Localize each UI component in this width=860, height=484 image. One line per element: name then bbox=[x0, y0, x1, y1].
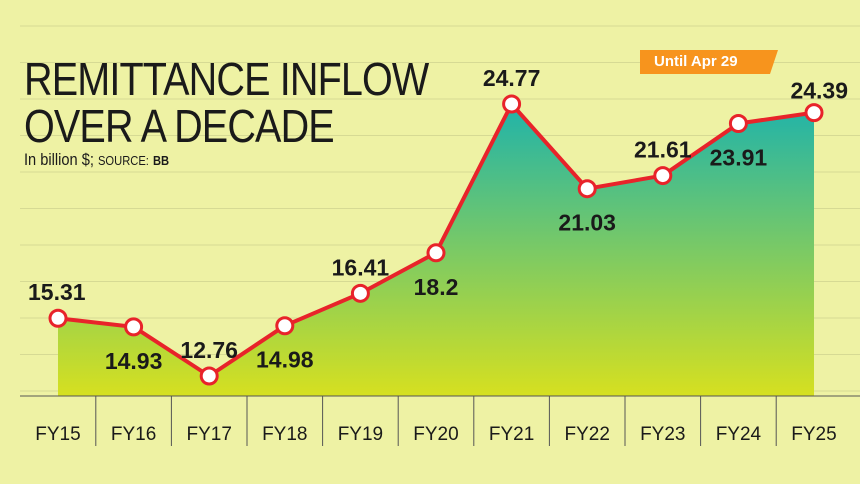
data-point bbox=[577, 179, 597, 199]
data-point bbox=[350, 283, 370, 303]
data-point bbox=[124, 317, 144, 337]
data-label: 15.31 bbox=[28, 279, 86, 305]
chart-title-line2: OVER A DECADE bbox=[24, 100, 335, 152]
data-labels: 15.31 14.93 12.76 14.98 16.41 18.2 24.77 21.03 2… bbox=[28, 65, 848, 374]
x-tick-label: FY19 bbox=[338, 424, 383, 445]
x-tick-label: FY24 bbox=[716, 424, 762, 445]
x-ticks bbox=[95, 396, 777, 446]
annotation-text: Until Apr 29 bbox=[654, 53, 738, 70]
unit-text: In billion $; bbox=[24, 150, 94, 169]
data-point bbox=[653, 166, 673, 186]
x-tick-label: FY20 bbox=[413, 424, 458, 445]
x-tick-label: FY25 bbox=[791, 424, 836, 445]
data-point bbox=[804, 103, 824, 123]
x-tick-label: FY16 bbox=[111, 424, 156, 445]
x-tick-label: FY23 bbox=[640, 424, 685, 445]
data-label: 14.93 bbox=[105, 348, 163, 374]
x-tick-labels: FY15 FY16 FY17 FY18 FY19 FY20 FY21 FY22 FY23 FY24… bbox=[35, 424, 836, 445]
data-label: 18.2 bbox=[414, 274, 459, 300]
data-label: 24.39 bbox=[790, 78, 848, 104]
data-point bbox=[426, 243, 446, 263]
data-label: 24.77 bbox=[483, 65, 541, 91]
data-label: 21.61 bbox=[634, 137, 692, 163]
x-tick-label: FY17 bbox=[186, 424, 231, 445]
source-label: SOURCE: bbox=[97, 153, 149, 168]
data-label: 21.03 bbox=[558, 210, 616, 236]
chart-subtitle: In billion $; SOURCE: BB bbox=[24, 150, 169, 170]
data-point bbox=[275, 316, 295, 336]
annotation-badge: Until Apr 29 bbox=[640, 50, 778, 74]
data-label: 14.98 bbox=[256, 347, 314, 373]
area-fill bbox=[58, 104, 814, 396]
chart-title: REMITTANCE INFLOW bbox=[24, 53, 429, 105]
data-label: 12.76 bbox=[180, 337, 238, 363]
x-tick-label: FY15 bbox=[35, 424, 80, 445]
data-label: 23.91 bbox=[710, 144, 768, 170]
data-point bbox=[199, 366, 219, 386]
x-tick-label: FY22 bbox=[564, 424, 609, 445]
data-points bbox=[48, 94, 824, 386]
data-point bbox=[728, 113, 748, 133]
data-point bbox=[48, 308, 68, 328]
data-label: 16.41 bbox=[332, 254, 390, 280]
x-tick-label: FY21 bbox=[489, 424, 534, 445]
source-value: BB bbox=[152, 153, 170, 168]
badge-shape bbox=[640, 50, 778, 74]
data-point bbox=[502, 94, 522, 114]
x-tick-label: FY18 bbox=[262, 424, 307, 445]
